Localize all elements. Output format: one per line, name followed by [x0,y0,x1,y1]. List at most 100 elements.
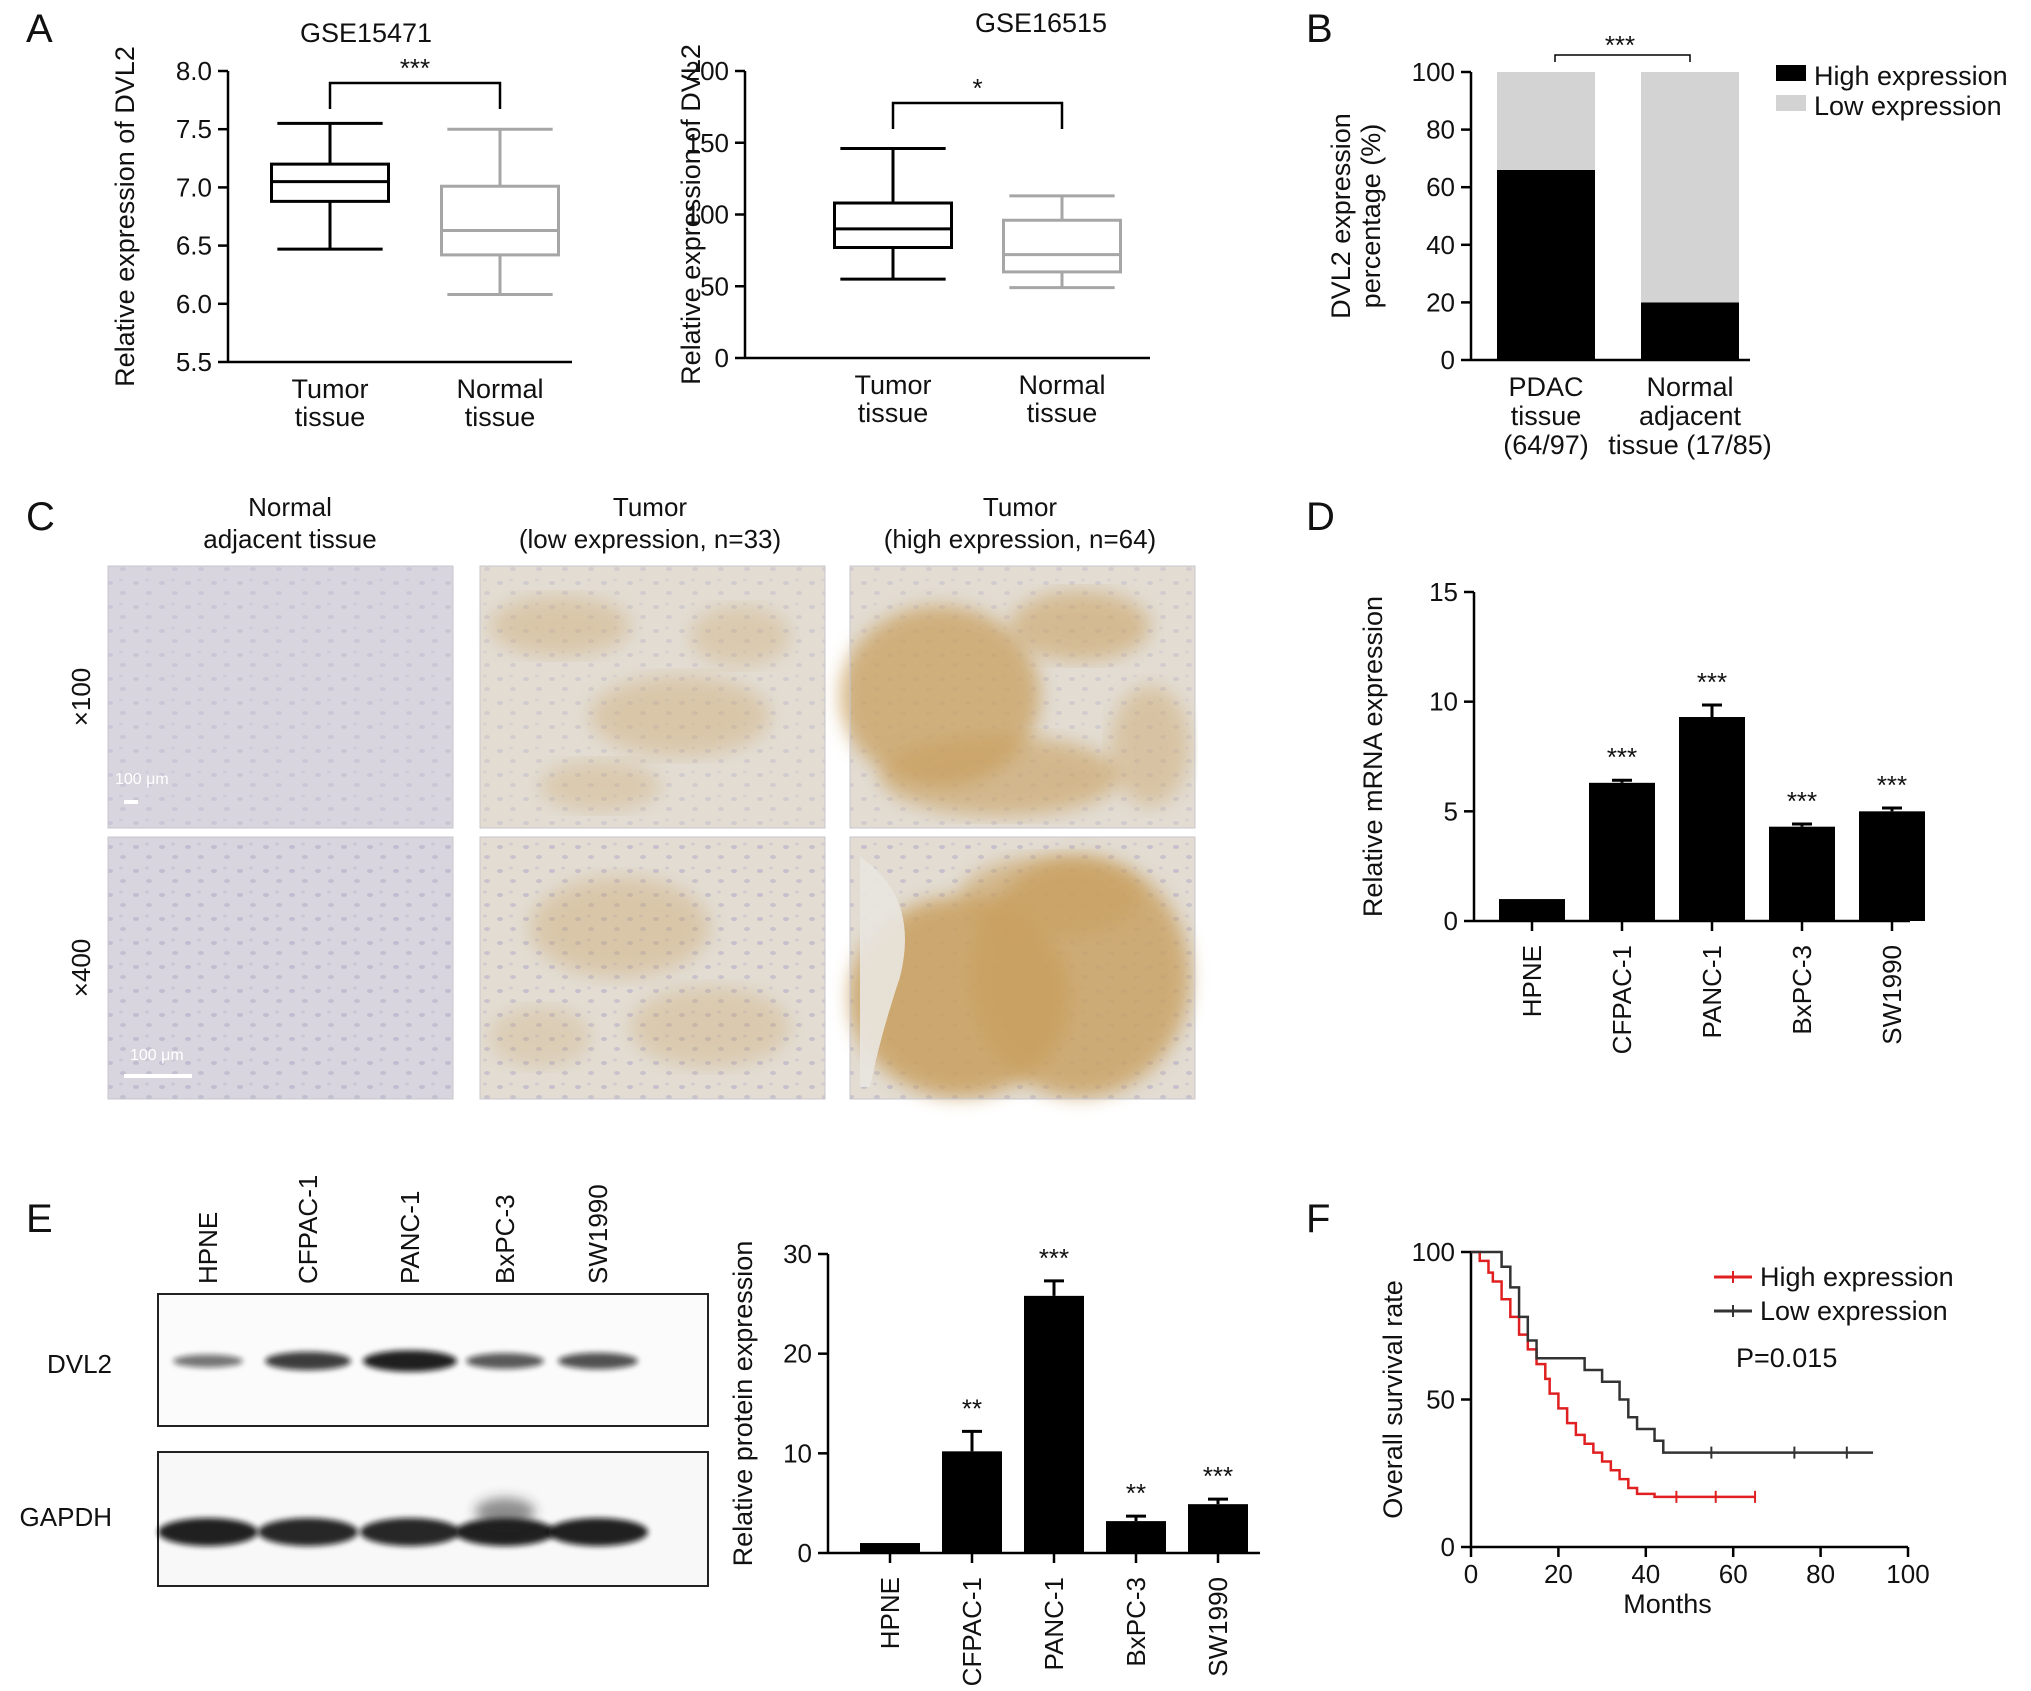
legend-label: Low expression [1814,91,2002,121]
bar [1769,826,1835,921]
box-y-tick-label: 7.0 [176,172,212,202]
box-y-tick-label: 50 [700,271,729,301]
x-category-label: BxPC-3 [1121,1577,1151,1667]
box-y-tick-label: 150 [686,128,729,158]
x-category-label: Normal tissue [1018,370,1105,428]
ihc-image-nuclei [108,837,453,1099]
chart-gse15471: GSE15471 Relative expression of DVL2 8.0 7.… [110,18,572,432]
box [1002,218,1122,274]
chart-protein-expression: Relative protein expression 30 20 10 0 HPNE **… [728,1239,1260,1686]
box-y-tick-label: 6.0 [176,289,212,319]
stacked-y-tick-label: 80 [1426,115,1455,145]
box [833,201,953,250]
y-axis-label: Relative mRNA expression [1358,596,1388,917]
ihc-image-frame [849,836,1196,1100]
ihc-row-label: ×400 [66,939,96,998]
blot-band-dvl2 [173,1354,243,1368]
y-axis-label: Overall survival rate [1378,1280,1408,1519]
bar-y-tick-label: 5 [1444,796,1458,826]
ihc-stain-region [880,736,1120,816]
ihc-column-header: Tumor (low expression, n=33) [519,492,781,554]
ihc-stain-region [590,676,770,756]
scale-bar [124,1074,192,1078]
significance-label: * [972,73,982,103]
bar [1859,811,1925,921]
y-axis-label: Relative protein expression [728,1241,758,1567]
blot-row-label: DVL2 [47,1349,112,1379]
blot-band-dvl2 [265,1351,351,1371]
box-y-tick-label: 0 [715,343,729,373]
bar-y-tick-label: 10 [783,1438,812,1468]
box [440,184,560,257]
significance-label: *** [1203,1461,1233,1491]
x-category-label: HPNE [875,1577,905,1649]
bar-high-expression [1497,169,1595,360]
box-y-tick-label: 6.5 [176,231,212,261]
significance-label: *** [1607,742,1637,772]
box-y-tick-label: 200 [686,56,729,86]
x-category-label: SW1990 [1203,1577,1233,1677]
stacked-y-tick-label: 20 [1426,287,1455,317]
bar [1024,1295,1084,1553]
significance-label: *** [400,53,430,83]
bar [1679,717,1745,921]
blot-band-gapdh [258,1518,358,1546]
panel-letter-a: A [26,7,53,51]
ihc-image-grid: Normal adjacent tissue Tumor (low expressio… [66,492,1196,1100]
y-tick-label: 50 [1426,1385,1455,1415]
lane-label: BxPC-3 [490,1194,520,1284]
blot-band-gapdh [360,1518,460,1546]
ihc-stain-region [1110,686,1190,806]
x-tick-label: 0 [1464,1559,1478,1589]
x-category-label: Normal tissue [456,374,543,432]
ihc-stain-region [490,1007,590,1067]
x-tick-label: 100 [1886,1559,1929,1589]
x-category-label: Tumor tissue [291,374,368,432]
ihc-image-frame [107,565,454,829]
bar [860,1543,920,1553]
bar-y-tick-label: 0 [798,1538,812,1568]
ihc-column-header: Normal adjacent tissue [203,492,376,554]
panel-letter-f: F [1306,1197,1330,1241]
x-category-label: PANC-1 [1697,945,1727,1038]
ihc-stain-region [540,761,660,811]
x-category-label: HPNE [1517,945,1547,1017]
legend-swatch-high [1776,65,1806,81]
blot-band-dvl2 [558,1352,638,1370]
chart-title: GSE15471 [300,18,432,48]
blot-membrane-gapdh [157,1451,709,1587]
significance-label: *** [1877,770,1907,800]
ihc-stain-region [530,877,710,977]
ihc-image-frame [107,836,454,1100]
bar [1106,1521,1166,1553]
ihc-stain-region [630,987,790,1067]
y-axis-label: DVL2 expressionpercentage (%) [1326,113,1386,319]
blot-band-gapdh [548,1518,648,1546]
ihc-image-frame [479,836,826,1100]
x-category-label: CFPAC-1 [1607,945,1637,1054]
x-category-label: PANC-1 [1039,1577,1069,1670]
blot-band-dvl2 [466,1353,544,1369]
ihc-stain-region [1010,591,1150,661]
legend-label: High expression [1760,1262,1954,1292]
ihc-column-header: Tumor (high expression, n=64) [884,492,1156,554]
bar-y-tick-label: 0 [1444,906,1458,936]
ihc-image-frame [479,565,826,829]
panel-letter-d: D [1306,495,1335,539]
y-axis-label: Relative expression of DVL2 [676,44,706,385]
lane-label: CFPAC-1 [293,1175,323,1284]
bar-low-expression [1497,72,1595,170]
x-tick-label: 40 [1631,1559,1660,1589]
scale-bar-label: 100 μm [130,1047,184,1064]
y-tick-label: 100 [1412,1237,1455,1267]
significance-label: *** [1605,30,1635,60]
legend-swatch-low [1776,95,1806,111]
blot-row-label: GAPDH [20,1502,112,1532]
bar [1499,899,1565,921]
ihc-row-label: ×100 [66,668,96,727]
significance-label: ** [1126,1478,1146,1508]
lane-label: SW1990 [583,1184,613,1284]
bar-high-expression [1641,302,1739,360]
stacked-y-tick-label: 100 [1412,57,1455,87]
